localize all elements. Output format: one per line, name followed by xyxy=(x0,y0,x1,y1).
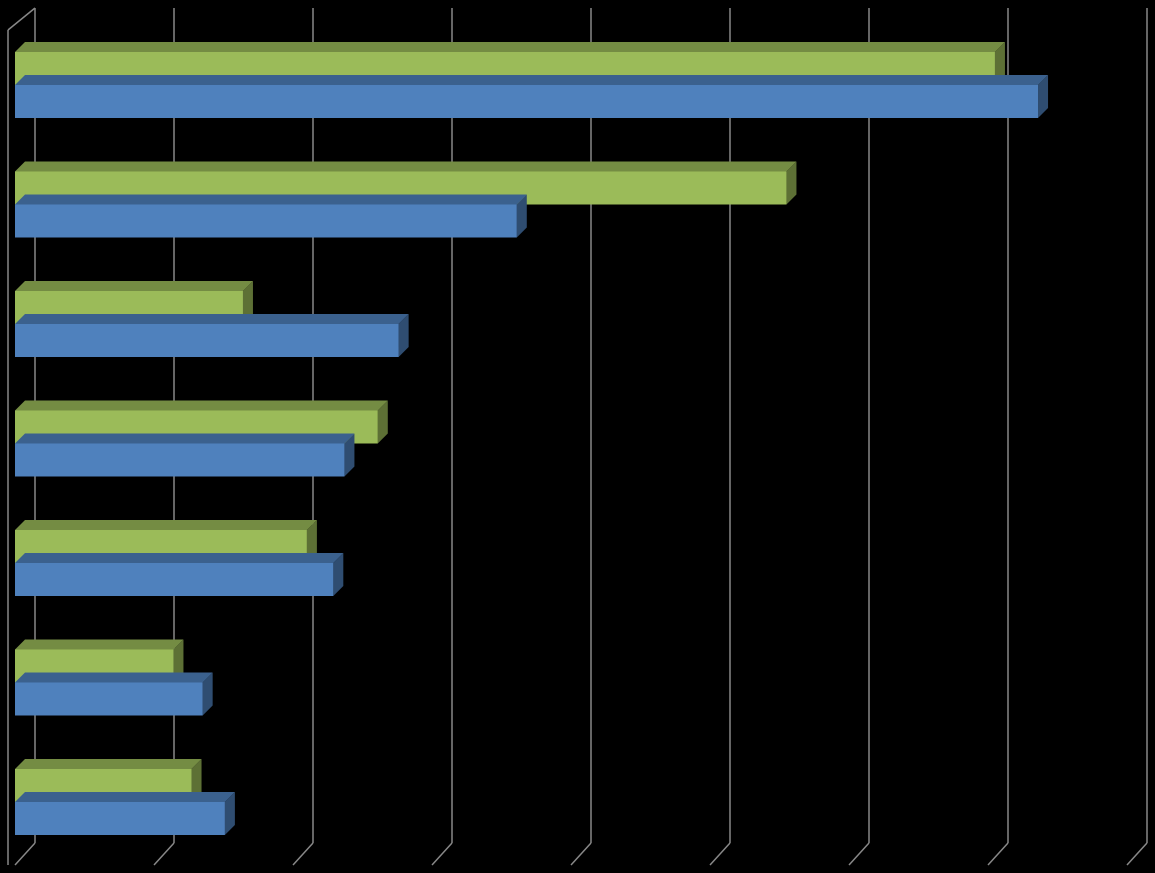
bar-top xyxy=(15,75,1049,85)
bar-front xyxy=(15,802,225,835)
bar-top xyxy=(15,314,409,324)
bar-top xyxy=(15,759,202,769)
floor-line xyxy=(431,842,453,866)
bar-top xyxy=(15,792,235,802)
bar-front xyxy=(15,324,399,357)
bar-side xyxy=(191,759,202,802)
bar-top xyxy=(15,672,213,683)
floor-line xyxy=(292,842,314,866)
bar-top xyxy=(15,639,184,650)
bar-side xyxy=(242,281,253,324)
bar-side xyxy=(202,672,213,716)
bar-top xyxy=(15,520,317,530)
bar-top xyxy=(15,42,1005,52)
floor-line xyxy=(14,842,36,866)
bar-top xyxy=(15,553,344,563)
bar-front xyxy=(15,443,345,477)
floor-line xyxy=(570,842,592,866)
bar-side xyxy=(306,520,317,563)
bar-side xyxy=(1038,75,1049,118)
bar-top xyxy=(15,161,797,172)
bar-side xyxy=(398,314,409,357)
bar-side xyxy=(224,792,235,835)
bar xyxy=(15,194,527,238)
bar xyxy=(15,75,1049,118)
bar-side xyxy=(786,161,797,205)
bar xyxy=(15,553,344,596)
bar-side xyxy=(377,400,388,444)
bar-side xyxy=(173,639,184,683)
bar xyxy=(15,314,409,357)
bar xyxy=(15,792,235,835)
bar-front xyxy=(15,682,203,716)
bar-side xyxy=(344,433,355,477)
floor-line xyxy=(987,842,1009,866)
bar-front xyxy=(15,85,1039,118)
bar-top xyxy=(15,400,388,411)
bar-top xyxy=(15,281,253,291)
bar xyxy=(15,433,355,477)
floor-line xyxy=(1126,842,1148,866)
floor-line xyxy=(153,842,175,866)
bar xyxy=(15,672,213,716)
wall-edge xyxy=(7,7,36,31)
floor-line xyxy=(709,842,731,866)
bar-side xyxy=(333,553,344,596)
bar-top xyxy=(15,433,355,444)
bar-side xyxy=(994,42,1005,85)
bar-front xyxy=(15,204,517,238)
bar-side xyxy=(516,194,527,238)
bar-front xyxy=(15,563,334,596)
floor-line xyxy=(848,842,870,866)
bar-top xyxy=(15,194,527,205)
